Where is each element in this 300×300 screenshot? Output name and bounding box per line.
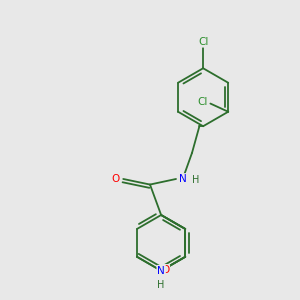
Text: O: O (161, 265, 169, 275)
Text: N: N (179, 174, 187, 184)
Text: O: O (111, 174, 119, 184)
Text: H: H (192, 175, 200, 185)
Text: Cl: Cl (198, 37, 208, 46)
Text: Cl: Cl (197, 97, 207, 107)
Text: N: N (157, 266, 165, 276)
Text: H: H (158, 280, 165, 290)
